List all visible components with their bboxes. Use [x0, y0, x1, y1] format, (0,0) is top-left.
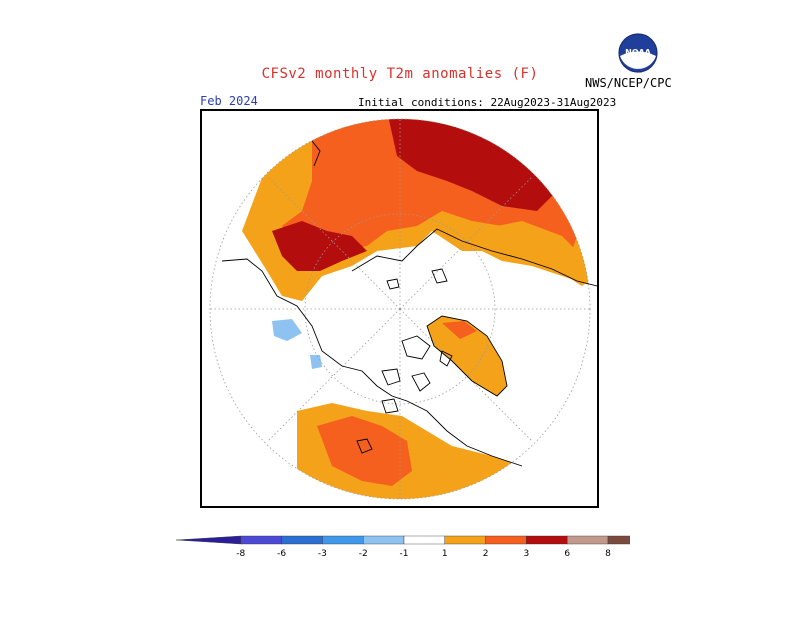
agency-label: NWS/NCEP/CPC	[585, 76, 672, 90]
legend-tick-label: -3	[318, 549, 327, 559]
forecast-month-label: Feb 2024	[200, 94, 258, 108]
legend-tick-label: 1	[442, 549, 448, 559]
legend-tick-label: 8	[605, 549, 611, 559]
legend-tick-label: 6	[564, 549, 570, 559]
anomaly-region-cool-2	[310, 355, 322, 369]
anomaly-region-north-america-hot	[317, 416, 412, 486]
legend-color-box	[240, 535, 282, 545]
legend-tick-label: 3	[524, 549, 530, 559]
legend-color-box	[175, 535, 242, 545]
coastlines	[221, 140, 597, 467]
legend-tick-label: -1	[400, 549, 409, 559]
legend-tick-label: -2	[359, 549, 368, 559]
legend-tick-label: -8	[236, 549, 245, 559]
legend-tick-label: -6	[277, 549, 286, 559]
legend-color-box	[526, 535, 568, 545]
initial-conditions-label: Initial conditions: 22Aug2023-31Aug2023	[358, 96, 617, 109]
legend-tick-label: 2	[483, 549, 489, 559]
legend-color-box	[362, 535, 405, 545]
anomaly-region-cool-1	[272, 319, 302, 341]
legend-color-box	[444, 535, 486, 545]
map-title: CFSv2 monthly T2m anomalies (F)	[261, 66, 539, 82]
anomaly-region-europe-very-hot	[272, 221, 367, 271]
anomaly-region-greenland-hot	[442, 321, 477, 339]
legend-color-box	[322, 535, 364, 545]
legend-color-box	[607, 535, 630, 545]
noaa-logo-icon: NOAA	[618, 33, 658, 73]
polar-map	[209, 118, 597, 500]
legend-color-box	[567, 535, 609, 545]
color-legend: -8 -6 -3 -2 -1 1 2 3 6 8	[175, 535, 630, 559]
legend-color-box	[281, 535, 323, 545]
anomaly-region-east-asia-warm	[472, 221, 590, 286]
logo-text: NOAA	[625, 48, 651, 57]
legend-color-box	[485, 535, 527, 545]
legend-color-box	[403, 535, 445, 545]
map-graticule	[209, 118, 591, 500]
map-frame	[200, 109, 599, 508]
